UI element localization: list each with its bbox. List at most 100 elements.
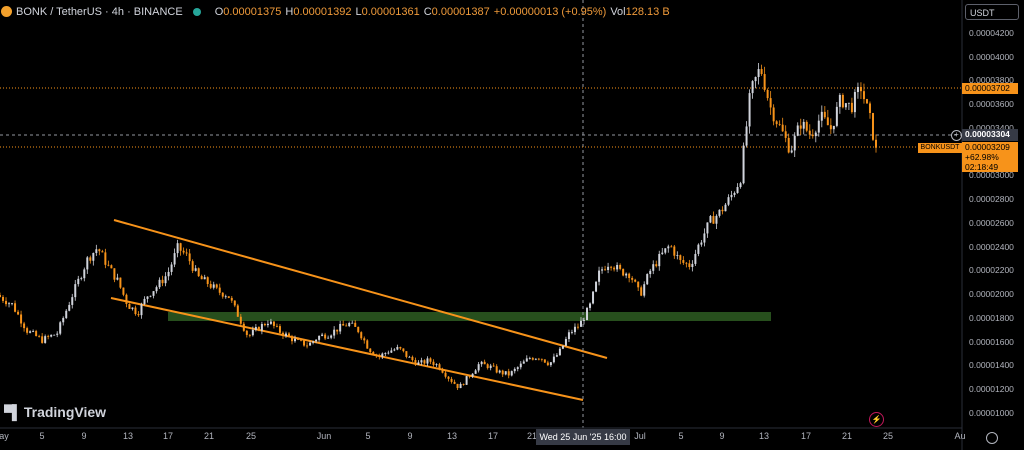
candle-body <box>396 346 399 350</box>
candles <box>0 63 877 390</box>
candle-body <box>823 111 826 118</box>
candle-body <box>158 279 161 288</box>
settings-icon[interactable] <box>986 432 998 444</box>
time-tick-label: 17 <box>162 431 174 441</box>
channel-lower-line <box>110 297 584 401</box>
candle-body <box>835 106 838 126</box>
candle-body <box>772 107 775 122</box>
candle-body <box>432 361 435 365</box>
candle-body <box>2 296 5 301</box>
candle-body <box>408 356 411 358</box>
candle-body <box>486 364 489 369</box>
time-tick-label: Jul <box>634 431 646 441</box>
candle-body <box>444 372 447 377</box>
candle-body <box>312 341 315 343</box>
price-tick-label: 0.00003400 <box>969 122 1014 133</box>
candle-body <box>56 333 59 335</box>
candle-body <box>197 268 200 277</box>
candle-body <box>387 352 390 354</box>
candle-body <box>504 371 507 375</box>
support-zone <box>168 312 771 321</box>
candle-body <box>516 367 519 369</box>
candle-body <box>468 376 471 377</box>
candle-body <box>291 336 293 342</box>
candle-body <box>838 94 841 107</box>
ohlc-value: 0.00001375 <box>223 6 282 18</box>
bar-countdown: 02:18:49 <box>965 162 999 172</box>
candle-body <box>420 360 423 363</box>
candle-body <box>173 253 176 265</box>
tradingview-logo: ▀▌ TradingView <box>4 404 106 420</box>
candle-body <box>868 103 871 114</box>
ohlc-key: L <box>355 6 362 18</box>
price-tick-label: 0.00002200 <box>969 265 1014 276</box>
time-tick-label: ay <box>0 431 9 441</box>
candle-body <box>492 365 495 367</box>
candle-body <box>682 260 685 263</box>
price-tick-label: 0.00003600 <box>969 99 1014 110</box>
candle-body <box>601 269 604 271</box>
candle-body <box>495 366 498 373</box>
price-tick-label: 0.00004000 <box>969 51 1014 62</box>
candle-body <box>519 363 522 368</box>
candle-body <box>275 325 278 327</box>
candle-body <box>266 323 269 326</box>
candle-body <box>543 359 546 363</box>
candle-body <box>610 266 613 268</box>
candle-body <box>622 268 625 276</box>
candle-body <box>278 326 281 333</box>
candle-body <box>832 125 835 130</box>
time-tick-label: 25 <box>882 431 894 441</box>
candle-body <box>116 277 119 280</box>
price-tick-label: 0.00002600 <box>969 217 1014 228</box>
candle-body <box>20 314 23 324</box>
candle-body <box>652 264 655 271</box>
price-tick-label: 0.00001200 <box>969 384 1014 394</box>
candle-body <box>721 209 724 212</box>
candle-body <box>709 216 712 223</box>
candle-body <box>62 318 65 323</box>
crosshair-price-tag: 0.00003304 <box>962 129 1018 141</box>
candle-body <box>245 330 248 335</box>
channel-upper-line <box>113 219 608 359</box>
symbol-title[interactable]: BONK / TetherUS · 4h · BINANCE <box>16 6 183 18</box>
candle-body <box>300 339 303 341</box>
time-tick-label: 21 <box>203 431 215 441</box>
candle-body <box>77 278 80 285</box>
candle-body <box>134 307 137 315</box>
candle-body <box>576 326 579 328</box>
candle-body <box>284 333 287 337</box>
crosshair-time-label: Wed 25 Jun '25 16:00 <box>536 429 630 445</box>
candle-body <box>531 358 534 360</box>
ohlc-value: +0.00000013 (+0.95%) <box>493 6 607 18</box>
ohlc-key: H <box>285 6 294 18</box>
symbol-price-label: BONKUSDT <box>918 143 962 153</box>
candle-body <box>465 376 468 385</box>
candle-body <box>628 273 631 278</box>
candle-body <box>841 94 844 108</box>
candle-body <box>844 103 847 108</box>
candle-body <box>287 333 290 337</box>
candle-body <box>522 361 525 364</box>
candle-body <box>805 121 808 131</box>
candle-body <box>808 130 811 135</box>
candle-body <box>68 304 71 311</box>
candle-body <box>423 360 426 364</box>
candle-body <box>724 204 727 212</box>
candle-body <box>149 295 152 297</box>
candle-body <box>348 322 351 327</box>
candle-body <box>233 300 236 306</box>
candle-body <box>269 321 272 324</box>
candle-body <box>375 354 378 356</box>
candle-body <box>8 303 11 305</box>
candle-body <box>176 243 179 254</box>
candle-body <box>507 371 510 376</box>
lightning-icon[interactable]: ⚡ <box>869 412 884 427</box>
candle-body <box>384 353 387 354</box>
candle-body <box>188 253 191 262</box>
currency-select[interactable]: USDT <box>965 4 1019 20</box>
candle-body <box>227 296 230 298</box>
candle-body <box>272 321 275 326</box>
add-alert-icon[interactable]: + <box>951 130 962 141</box>
